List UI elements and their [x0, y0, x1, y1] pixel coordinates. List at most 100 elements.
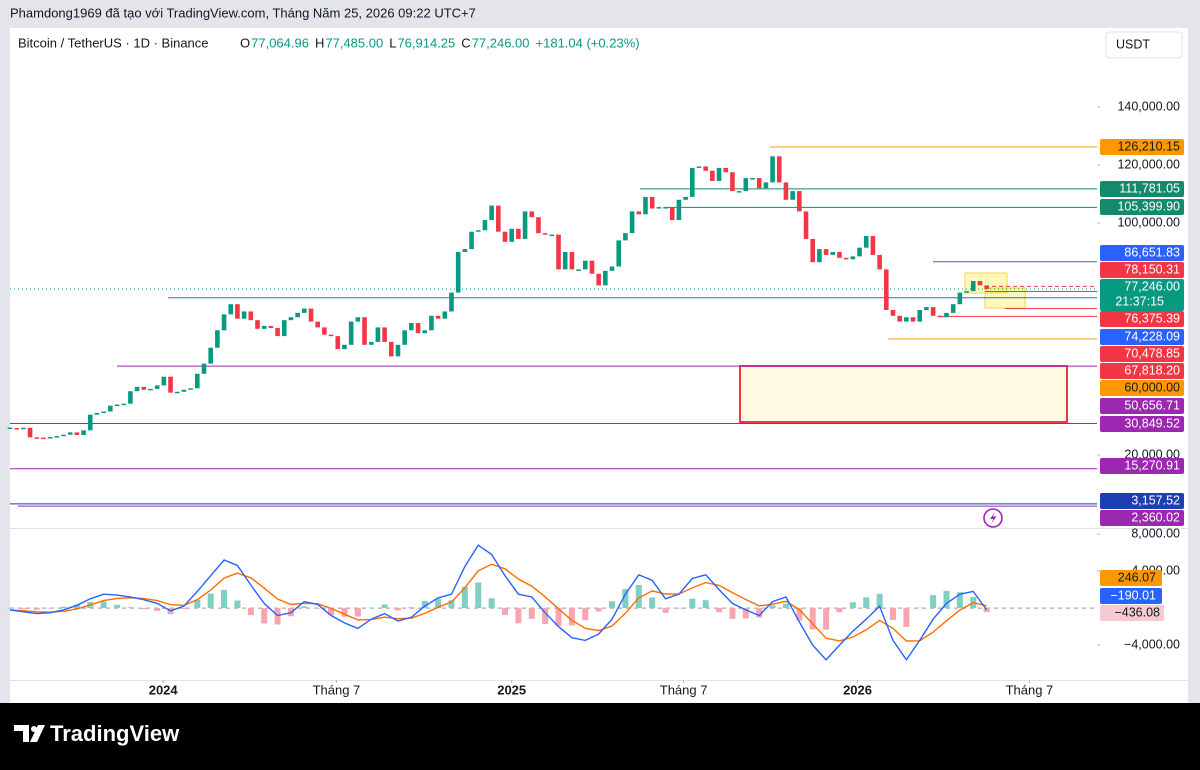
- x-tick-label: 2026: [843, 682, 872, 697]
- price-tag-label: 77,246.00: [1124, 279, 1180, 293]
- indicator-tag-label: −190.01: [1110, 588, 1156, 602]
- candle: [576, 269, 581, 271]
- price-tag: [1100, 262, 1184, 278]
- histogram-bar: [889, 608, 896, 621]
- price-tag: [1100, 311, 1184, 327]
- candle: [763, 182, 769, 189]
- candle: [235, 304, 240, 319]
- candle: [783, 182, 789, 200]
- price-tag: [1100, 510, 1184, 526]
- candle: [890, 310, 896, 316]
- candle: [496, 205, 501, 232]
- symbol-info: Bitcoin / TetherUS · 1D · Binance: [18, 35, 209, 50]
- candle: [328, 334, 334, 337]
- ohlc-key: C: [461, 35, 470, 50]
- price-tag-label: 50,656.71: [1124, 398, 1180, 412]
- candle: [756, 178, 762, 189]
- candle: [168, 376, 173, 393]
- histogram-bar: [702, 600, 709, 609]
- candle: [34, 437, 40, 439]
- candle: [194, 373, 200, 389]
- candle: [121, 403, 127, 406]
- candle: [636, 211, 642, 215]
- candle: [910, 317, 916, 322]
- candle: [215, 330, 220, 348]
- histogram-bar: [903, 608, 910, 627]
- candle: [154, 385, 160, 389]
- candle: [47, 437, 53, 439]
- candle: [368, 341, 374, 345]
- histogram-bar: [756, 608, 763, 618]
- candle: [422, 330, 428, 334]
- candle: [248, 311, 254, 321]
- histogram-bar: [221, 589, 228, 609]
- histogram-bar: [328, 608, 335, 616]
- candle: [281, 320, 287, 337]
- ohlc-key: O: [240, 35, 250, 50]
- logo-mark: [14, 725, 45, 742]
- levels: [10, 146, 1097, 507]
- histogram-bar: [568, 608, 575, 626]
- candle: [255, 320, 260, 329]
- ohlc-value: 77,246.00: [472, 35, 530, 50]
- candle: [395, 344, 401, 357]
- price-tag: [1100, 279, 1184, 311]
- histogram-bar: [863, 597, 870, 609]
- histogram-bar: [502, 608, 509, 615]
- candle: [41, 437, 46, 440]
- histogram-bar: [555, 608, 562, 626]
- price-tag: [1100, 416, 1184, 432]
- indicator-tag: [1100, 588, 1162, 604]
- candle: [221, 314, 227, 331]
- candle: [27, 427, 33, 438]
- candle: [181, 389, 187, 392]
- candle: [603, 270, 608, 286]
- y-tick-label: 100,000.00: [1117, 215, 1180, 229]
- histogram-bar: [782, 603, 789, 609]
- candle: [977, 281, 983, 286]
- indicator-tag-label: −436.08: [1114, 605, 1160, 619]
- currency-button[interactable]: [1105, 31, 1183, 59]
- candle: [208, 347, 213, 364]
- candle: [984, 285, 989, 289]
- candle: [382, 327, 387, 342]
- candle: [863, 236, 869, 248]
- footer: [0, 703, 1200, 765]
- histogram-bar: [114, 604, 121, 609]
- candle: [944, 312, 949, 318]
- histogram-bar: [448, 600, 455, 609]
- candle: [970, 281, 976, 292]
- candle: [315, 321, 321, 328]
- candle: [355, 317, 361, 322]
- candle: [743, 178, 749, 192]
- candle: [435, 315, 441, 319]
- candle: [877, 254, 882, 270]
- y-tick-label: 120,000.00: [1117, 157, 1180, 171]
- candle: [308, 308, 314, 322]
- histogram-bar: [100, 601, 107, 609]
- candle: [489, 205, 494, 221]
- histogram-bar: [341, 608, 348, 617]
- candle: [449, 292, 454, 312]
- price-tag-label: 105,399.90: [1117, 199, 1180, 213]
- histogram-bar: [649, 597, 656, 609]
- candle: [656, 207, 662, 209]
- y-tick-label: 20,000.00: [1124, 447, 1180, 461]
- change: +181.04 (+0.23%): [536, 35, 640, 50]
- x-tick-label: 2025: [497, 682, 526, 697]
- candle: [275, 327, 280, 337]
- candle: [362, 317, 367, 345]
- candle: [857, 247, 862, 257]
- histogram-bar: [595, 608, 602, 612]
- candle: [810, 238, 816, 263]
- candle: [415, 323, 421, 334]
- histogram-bar: [515, 608, 522, 624]
- price-tag: [1100, 380, 1184, 396]
- candle: [87, 414, 93, 431]
- candle: [67, 432, 73, 435]
- histogram-bar: [381, 604, 388, 609]
- candle: [723, 167, 729, 173]
- histogram-bar: [408, 607, 415, 609]
- zone-box: [739, 365, 1068, 423]
